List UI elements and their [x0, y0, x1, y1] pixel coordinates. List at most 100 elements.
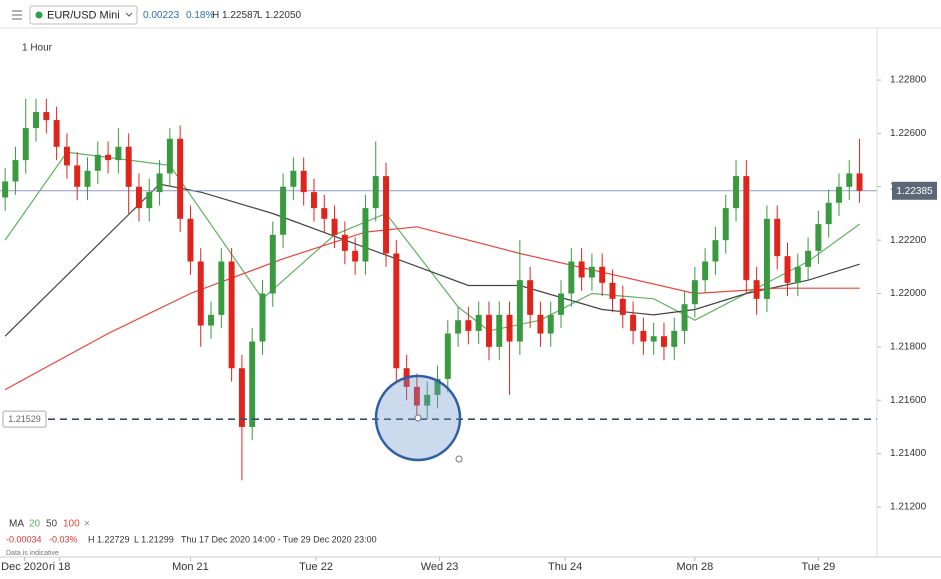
candle-body	[218, 261, 225, 315]
legend-change: -0.00034	[6, 534, 42, 544]
candle-body	[702, 261, 709, 281]
ma-title: MA	[9, 519, 24, 530]
candle-body	[362, 208, 369, 262]
candle-body	[12, 160, 19, 182]
candle-body	[568, 261, 575, 294]
legend-low: L 1.21299	[134, 534, 174, 544]
candle-body	[794, 266, 801, 283]
x-tick-label: ri 18	[49, 561, 70, 573]
candle-body	[434, 378, 441, 395]
candle-body	[280, 186, 287, 235]
candle-body	[805, 250, 812, 267]
candle-body	[125, 146, 132, 187]
symbol-selector[interactable]	[29, 5, 138, 25]
y-tick-label: 1.22000	[890, 288, 927, 299]
ma-line	[4, 183, 860, 337]
candle-body	[228, 261, 235, 369]
legend-change-pct: -0.03%	[49, 534, 78, 544]
menu-icon[interactable]	[12, 10, 22, 20]
candle-body	[105, 154, 112, 161]
candle-body	[177, 138, 184, 219]
annotation-handle	[455, 455, 463, 463]
x-tick-label: Wed 23	[421, 561, 459, 573]
ma-legend: 50	[46, 519, 58, 530]
candle-body	[527, 280, 534, 315]
candle-body	[691, 280, 698, 305]
candle-body	[331, 218, 338, 235]
candle-body	[197, 261, 204, 326]
x-tick-label: Mon 21	[172, 561, 209, 573]
candle-body	[763, 218, 770, 299]
legend-note: Data is indicative	[6, 550, 59, 557]
legend-close[interactable]: ×	[84, 519, 90, 530]
candle-body	[33, 112, 40, 129]
y-tick-label: 1.21400	[890, 448, 927, 459]
candle-body	[156, 173, 163, 193]
change-pct: 0.18%	[186, 10, 214, 21]
candle-body	[22, 128, 29, 161]
interval: 1 Hour	[22, 43, 53, 54]
last-price-label: 1.22385	[896, 186, 933, 197]
candle-body	[465, 320, 472, 331]
candle-body	[63, 146, 70, 166]
candle-body	[558, 293, 565, 315]
candle-body	[681, 304, 688, 331]
candle-body	[599, 266, 606, 283]
toolbar	[0, 0, 941, 28]
candle-body	[496, 314, 503, 347]
candle-body	[187, 218, 194, 262]
candle-body	[825, 202, 832, 225]
candle-body	[856, 173, 863, 191]
candle-body	[74, 165, 81, 187]
candle-body	[650, 336, 657, 342]
level-label: 1.21529	[8, 414, 41, 424]
candle-body	[784, 256, 791, 283]
candle-body	[815, 224, 822, 251]
annotation-handle	[414, 414, 422, 422]
candle-body	[2, 181, 9, 198]
candle-body	[712, 240, 719, 262]
candle-body	[238, 368, 245, 427]
candle-body	[578, 261, 585, 278]
candle-body	[619, 298, 626, 315]
candle-body	[640, 330, 647, 342]
candle-body	[208, 314, 215, 326]
x-tick-label: Dec 2020	[1, 561, 48, 573]
candle-body	[341, 234, 348, 251]
ma-legend: 100	[63, 519, 80, 530]
candle-body	[547, 314, 554, 334]
x-tick-label: Tue 29	[801, 561, 835, 573]
y-tick-label: 1.21800	[890, 342, 927, 353]
legend-high: H 1.22729	[88, 534, 130, 544]
candle-body	[321, 208, 328, 219]
last-price-box	[892, 181, 937, 200]
candle-body	[300, 170, 307, 193]
x-tick-label: Tue 22	[299, 561, 333, 573]
candle-body	[352, 250, 359, 262]
candle-body	[846, 173, 853, 187]
level-box	[2, 410, 47, 428]
y-tick-label: 1.21600	[890, 395, 927, 406]
candle-body	[383, 176, 390, 254]
candle-body	[660, 336, 667, 347]
candle-body	[259, 293, 266, 342]
candle-body	[455, 320, 462, 334]
candle-body	[733, 176, 740, 209]
ma-legend: 20	[29, 519, 41, 530]
candle-body	[588, 266, 595, 278]
candle-body	[310, 192, 317, 209]
legend-range: Thu 17 Dec 2020 14:00 - Tue 29 Dec 2020 …	[181, 534, 377, 544]
candle-body	[753, 280, 760, 299]
candle-body	[506, 314, 513, 342]
candle-body	[43, 112, 50, 121]
low: L 1.22050	[257, 10, 302, 21]
candle-body	[115, 146, 122, 161]
candle-body	[835, 186, 842, 203]
candle-body	[722, 208, 729, 241]
dropdown-arrow[interactable]	[125, 12, 133, 17]
candle-body	[537, 314, 544, 334]
candle-body	[393, 253, 400, 369]
candle-body	[516, 280, 523, 342]
